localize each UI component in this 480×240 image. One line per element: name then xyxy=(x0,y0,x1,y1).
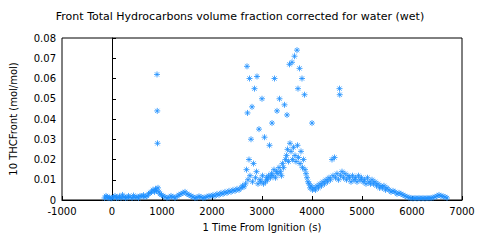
svg-text:Front Total Hydrocarbons volum: Front Total Hydrocarbons volume fraction… xyxy=(56,10,424,23)
svg-text:0.08: 0.08 xyxy=(34,33,56,44)
svg-text:7000: 7000 xyxy=(449,206,474,217)
svg-text:0.01: 0.01 xyxy=(34,174,56,185)
svg-text:0.03: 0.03 xyxy=(34,134,56,145)
svg-text:0.06: 0.06 xyxy=(34,73,56,84)
svg-text:0.05: 0.05 xyxy=(34,93,56,104)
svg-text:10 THCFront (mol/mol): 10 THCFront (mol/mol) xyxy=(8,62,19,176)
svg-text:5000: 5000 xyxy=(349,206,374,217)
svg-text:0: 0 xyxy=(50,195,56,206)
svg-text:-1000: -1000 xyxy=(47,206,76,217)
svg-text:0.04: 0.04 xyxy=(34,114,56,125)
svg-text:0: 0 xyxy=(109,206,115,217)
svg-text:0.02: 0.02 xyxy=(34,154,56,165)
svg-text:4000: 4000 xyxy=(299,206,324,217)
svg-text:6000: 6000 xyxy=(399,206,424,217)
svg-text:1000: 1000 xyxy=(149,206,174,217)
svg-text:0.07: 0.07 xyxy=(34,53,56,64)
svg-text:2000: 2000 xyxy=(199,206,224,217)
svg-text:3000: 3000 xyxy=(249,206,274,217)
svg-text:1 Time From Ignition (s): 1 Time From Ignition (s) xyxy=(203,222,322,233)
